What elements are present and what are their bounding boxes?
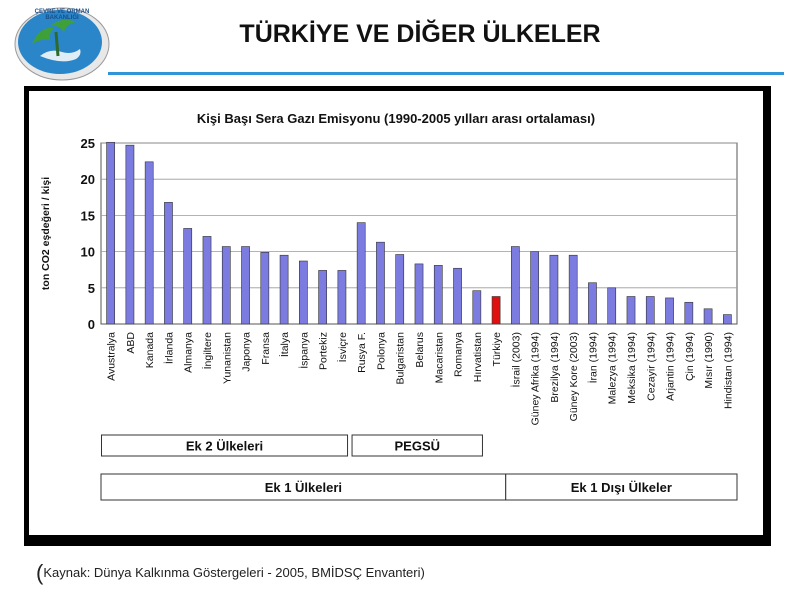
x-tick-label: Belarus — [414, 332, 426, 368]
bar — [241, 246, 250, 325]
x-tick-label: Almanya — [183, 332, 195, 373]
bar — [645, 296, 655, 325]
group-label: Ek 2 Ülkeleri — [186, 439, 263, 454]
y-tick-label: 20 — [81, 172, 95, 187]
x-tick-label: Bulgaristan — [395, 332, 407, 385]
bar — [453, 267, 462, 325]
x-tick-label: Kanada — [144, 332, 156, 368]
bar — [549, 254, 559, 325]
bar — [279, 254, 289, 325]
x-tick-label: İngiltere — [201, 332, 214, 370]
bar — [337, 270, 347, 325]
x-tick-label: Arjantin (1994) — [665, 332, 677, 401]
chart-frame: Kişi Başı Sera Gazı Emisyonu (1990-2005 … — [24, 86, 771, 546]
source-paren: ( — [36, 560, 44, 585]
y-tick-label: 5 — [88, 281, 95, 296]
x-tick-label: İsrail (2003) — [509, 332, 522, 387]
bar — [299, 260, 308, 325]
x-tick-label: Güney Afrika (1994) — [530, 332, 542, 425]
x-tick-label: Macaristan — [433, 332, 445, 384]
x-tick-label: Türkiye — [491, 332, 503, 367]
y-tick-label: 25 — [81, 136, 95, 151]
x-tick-label: Romanya — [453, 332, 465, 377]
chart-title: Kişi Başı Sera Gazı Emisyonu (1990-2005 … — [197, 111, 595, 126]
bar — [183, 228, 193, 325]
bar — [221, 246, 231, 325]
group-label: PEGSÜ — [394, 439, 440, 454]
bar-turkiye — [491, 296, 501, 325]
x-tick-label: Japonya — [241, 332, 253, 372]
x-tick-label: Mısır (1990) — [703, 332, 715, 389]
group-label: Ek 1 Ülkeleri — [265, 480, 342, 495]
bar — [723, 314, 732, 325]
ministry-logo: ÇEVRE VE ORMAN BAKANLIĞI — [10, 4, 112, 82]
bar — [260, 252, 270, 325]
x-tick-label: Cezayir (1994) — [645, 332, 657, 401]
x-tick-label: ABD — [125, 332, 137, 354]
x-tick-label: Malezya (1994) — [607, 332, 619, 404]
chart-panel: Kişi Başı Sera Gazı Emisyonu (1990-2005 … — [29, 91, 763, 535]
bar — [376, 241, 385, 325]
group-box — [351, 434, 483, 457]
page-title: TÜRKİYE VE DİĞER ÜLKELER — [239, 20, 601, 48]
x-tick-label: Rusya F. — [356, 332, 368, 373]
x-tick-label: Hindistan (1994) — [722, 332, 734, 409]
group-label: Ek 1 Dışı Ülkeler — [571, 480, 672, 495]
bar — [106, 141, 115, 325]
source-note: (Kaynak: Dünya Kalkınma Göstergeleri - 2… — [36, 560, 425, 586]
bar — [395, 254, 405, 325]
bar — [144, 161, 154, 325]
x-tick-label: Çin (1994) — [684, 332, 696, 381]
x-tick-label: İsviçre — [336, 332, 349, 362]
x-tick-label: İtalya — [278, 332, 291, 357]
x-tick-label: Portekiz — [318, 332, 330, 370]
x-tick-label: Meksika (1994) — [626, 332, 638, 404]
bar — [433, 265, 443, 325]
x-tick-label: Brezilya (1994) — [549, 332, 561, 403]
bar — [588, 282, 597, 325]
bar — [472, 290, 482, 325]
bar — [607, 287, 617, 325]
source-text: Kaynak: Dünya Kalkınma Göstergeleri - 20… — [43, 565, 425, 580]
bar — [318, 270, 327, 325]
bar — [530, 251, 539, 325]
bar — [356, 222, 366, 325]
bar — [125, 144, 135, 325]
x-tick-label: Fransa — [260, 332, 272, 365]
bar — [703, 308, 713, 325]
x-tick-label: İrlanda — [162, 332, 175, 364]
x-tick-label: İran (1994) — [586, 332, 599, 383]
bar — [684, 301, 694, 325]
y-tick-label: 15 — [81, 208, 95, 223]
x-tick-label: Avustralya — [106, 332, 118, 381]
y-tick-label: 0 — [88, 317, 95, 332]
y-tick-label: 10 — [81, 245, 95, 260]
svg-text:BAKANLIĞI: BAKANLIĞI — [45, 13, 79, 21]
bar — [626, 296, 636, 325]
x-tick-label: İspanya — [297, 332, 310, 369]
group-box — [101, 434, 349, 457]
x-tick-label: Polonya — [375, 332, 387, 370]
group-box — [100, 473, 507, 501]
bar — [202, 236, 212, 325]
bar — [164, 202, 173, 325]
x-tick-label: Güney Kore (2003) — [568, 332, 580, 421]
bar — [414, 263, 424, 325]
x-tick-label: Yunanistan — [221, 332, 233, 384]
svg-text:ÇEVRE VE ORMAN: ÇEVRE VE ORMAN — [35, 9, 90, 15]
y-axis-label: ton CO2 eşdeğeri / kişi — [40, 177, 52, 290]
bar — [665, 297, 674, 325]
title-divider — [108, 72, 784, 75]
group-box — [505, 473, 738, 501]
emission-bar-chart: Kişi Başı Sera Gazı Emisyonu (1990-2005 … — [40, 111, 738, 501]
x-tick-label: Hırvatistan — [472, 332, 484, 382]
bar — [511, 246, 520, 325]
bar — [568, 254, 578, 325]
